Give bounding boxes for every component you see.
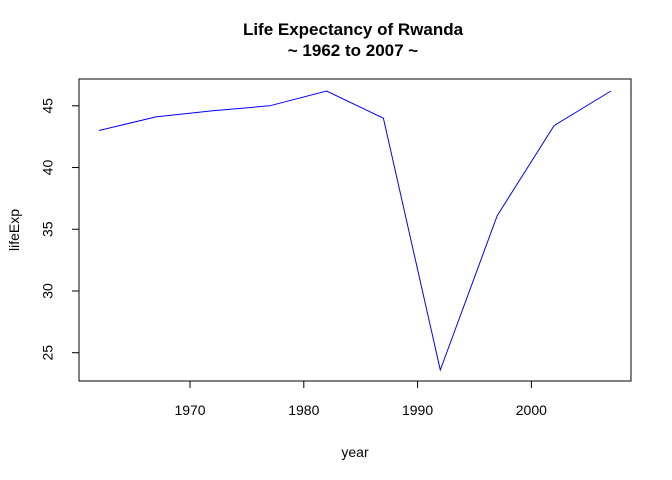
chart-subtitle: ~ 1962 to 2007 ~ <box>288 41 419 60</box>
y-axis-label: lifeExp <box>6 209 22 251</box>
x-tick-label: 2000 <box>516 402 547 418</box>
x-axis-label: year <box>341 444 369 460</box>
y-tick-label: 40 <box>40 160 56 176</box>
chart-title: Life Expectancy of Rwanda <box>243 20 464 39</box>
y-tick-label: 35 <box>40 221 56 237</box>
x-tick-label: 1980 <box>288 402 319 418</box>
y-axis: 25 30 35 40 45 <box>40 98 79 361</box>
y-tick-label: 30 <box>40 283 56 299</box>
series-line-0 <box>98 90 612 372</box>
y-tick-label: 45 <box>40 98 56 114</box>
plot-frame <box>78 78 632 382</box>
series-layer <box>98 90 612 372</box>
x-tick-label: 1990 <box>402 402 433 418</box>
x-axis: 1970 1980 1990 2000 <box>174 381 547 418</box>
x-tick-label: 1970 <box>174 402 205 418</box>
y-tick-label: 25 <box>40 345 56 361</box>
